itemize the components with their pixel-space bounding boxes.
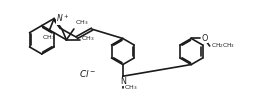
Text: $N^+$: $N^+$ (56, 13, 69, 24)
Text: N: N (120, 77, 126, 86)
Text: O: O (201, 34, 208, 43)
Text: CH$_2$CH$_3$: CH$_2$CH$_3$ (211, 41, 235, 50)
Text: CH$_3$: CH$_3$ (125, 83, 138, 92)
Text: $\it{Cl}^-$: $\it{Cl}^-$ (79, 68, 96, 79)
Text: CH$_3$: CH$_3$ (41, 33, 55, 42)
Text: CH$_3$: CH$_3$ (81, 35, 95, 43)
Text: CH$_3$: CH$_3$ (75, 18, 88, 27)
